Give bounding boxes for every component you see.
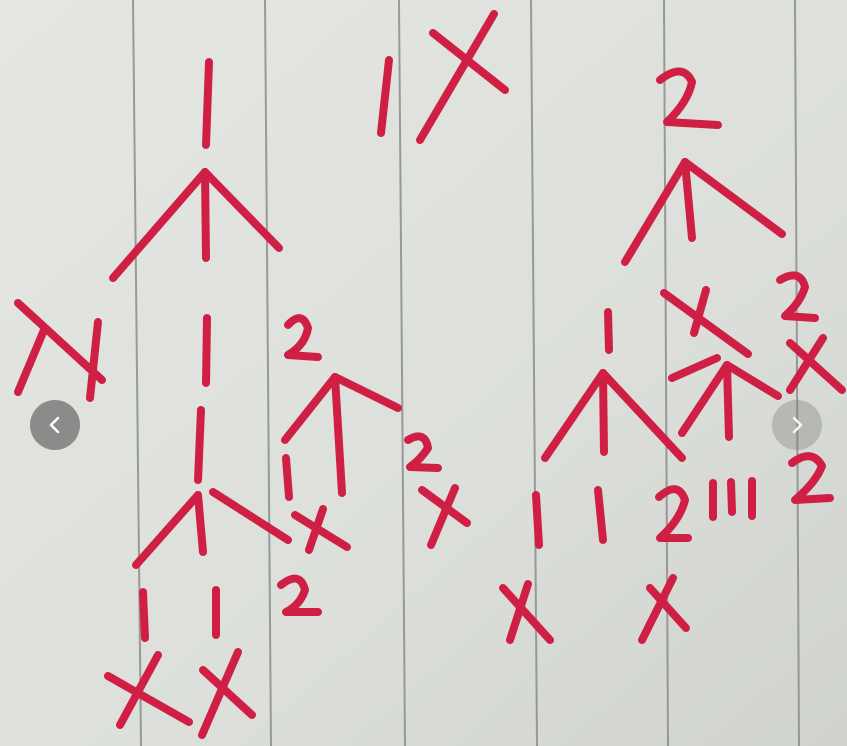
cross-mark xyxy=(690,286,710,337)
digit-one-mark xyxy=(594,486,607,544)
digit-one-mark xyxy=(727,478,736,516)
cross-mark xyxy=(104,672,193,726)
tree-branch xyxy=(599,369,608,456)
digit-two-mark xyxy=(655,485,692,542)
tree-branch xyxy=(281,373,339,444)
digit-two-mark xyxy=(284,314,322,361)
cross-mark xyxy=(660,289,752,358)
tree-branch xyxy=(668,354,721,382)
digit-one-mark xyxy=(282,454,293,501)
cross-mark xyxy=(786,334,827,394)
digit-one-mark xyxy=(377,56,393,137)
rule-line xyxy=(132,0,142,746)
digit-one-mark xyxy=(139,588,149,642)
digit-two-mark xyxy=(776,271,819,322)
cross-mark xyxy=(646,584,690,632)
cross-mark xyxy=(499,584,554,644)
chevron-left-icon xyxy=(49,416,60,434)
cross-mark xyxy=(305,505,327,554)
tree-branch xyxy=(681,158,786,238)
tree-branch xyxy=(723,361,733,441)
digit-two-mark xyxy=(656,67,722,129)
cross-mark xyxy=(786,339,846,394)
tree-branch xyxy=(331,373,402,412)
tree-branch xyxy=(109,168,209,282)
chevron-right-icon xyxy=(792,416,803,434)
tree-branch xyxy=(194,491,207,556)
tree-branch xyxy=(678,361,731,437)
cross-mark xyxy=(198,648,242,739)
digit-two-mark xyxy=(277,574,322,616)
digit-one-mark xyxy=(604,308,613,354)
digit-one-mark xyxy=(194,406,205,484)
tree-branch xyxy=(541,369,607,462)
cross-mark xyxy=(416,10,498,144)
cross-mark xyxy=(638,574,677,644)
cross-mark xyxy=(427,484,459,549)
cross-mark xyxy=(116,651,162,729)
tree-branch xyxy=(723,361,782,400)
tree-branch xyxy=(681,158,696,242)
digit-one-mark xyxy=(202,58,213,149)
digit-one-mark xyxy=(532,491,543,549)
cross-mark xyxy=(291,511,351,551)
tree-branch xyxy=(209,488,292,544)
rule-line xyxy=(398,0,406,746)
digit-two-mark xyxy=(788,452,834,504)
previous-image-button[interactable] xyxy=(30,400,80,450)
tree-branch xyxy=(201,168,210,262)
cross-mark xyxy=(14,299,106,384)
tree-branch xyxy=(132,491,202,569)
rule-line xyxy=(264,0,272,746)
cross-mark xyxy=(14,326,48,396)
tree-branch xyxy=(621,158,689,266)
cross-mark xyxy=(199,666,256,719)
tree-branch xyxy=(599,369,686,462)
digit-one-mark xyxy=(202,314,211,387)
tree-branch xyxy=(201,168,283,252)
handwriting xyxy=(14,10,846,739)
digit-two-mark xyxy=(404,432,442,472)
cross-mark xyxy=(86,318,102,402)
cross-mark xyxy=(506,580,532,644)
next-image-button[interactable] xyxy=(772,400,822,450)
tree-branch xyxy=(331,373,346,497)
